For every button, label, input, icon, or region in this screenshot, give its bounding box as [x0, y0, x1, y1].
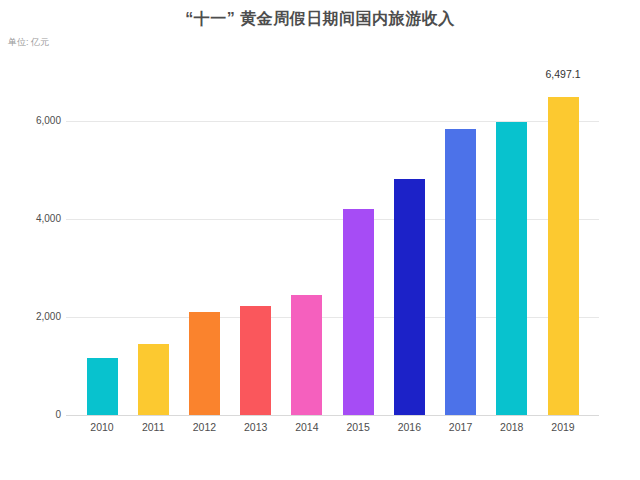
- chart-canvas: “十一” 黄金周假日期间国内旅游收入 单位: 亿元 02,0004,0006,0…: [0, 0, 640, 480]
- x-axis-tick-label-2014: 2014: [283, 421, 331, 433]
- x-axis-tick-label-2018: 2018: [488, 421, 536, 433]
- bar-2010: [87, 358, 118, 415]
- x-axis-tick-label-2013: 2013: [232, 421, 280, 433]
- x-axis-tick-label-2016: 2016: [385, 421, 433, 433]
- y-axis-tick-label: 2,000: [9, 311, 61, 322]
- bar-2017: [445, 129, 476, 415]
- gridline-y-0: [66, 415, 599, 416]
- bar-2018: [496, 122, 527, 415]
- plot-area: 02,0004,0006,000201020112012201320142015…: [66, 82, 599, 415]
- bar-2011: [138, 344, 169, 415]
- x-axis-tick-label-2017: 2017: [437, 421, 485, 433]
- x-axis-tick-label-2010: 2010: [78, 421, 126, 433]
- bar-2012: [189, 312, 220, 415]
- y-axis-tick-label: 0: [9, 409, 61, 420]
- bar-value-label-2019: 6,497.1: [528, 68, 598, 80]
- x-axis-tick-label-2012: 2012: [180, 421, 228, 433]
- x-axis-tick-label-2019: 2019: [539, 421, 587, 433]
- bar-2016: [394, 179, 425, 415]
- y-axis-tick-label: 6,000: [9, 115, 61, 126]
- y-axis-tick-label: 4,000: [9, 213, 61, 224]
- bar-2014: [291, 295, 322, 415]
- bar-2015: [343, 209, 374, 415]
- x-axis-tick-label-2011: 2011: [129, 421, 177, 433]
- unit-label: 单位: 亿元: [8, 36, 49, 49]
- chart-title: “十一” 黄金周假日期间国内旅游收入: [0, 9, 640, 30]
- x-axis-tick-label-2015: 2015: [334, 421, 382, 433]
- bar-2013: [240, 306, 271, 415]
- bar-2019: [548, 97, 579, 415]
